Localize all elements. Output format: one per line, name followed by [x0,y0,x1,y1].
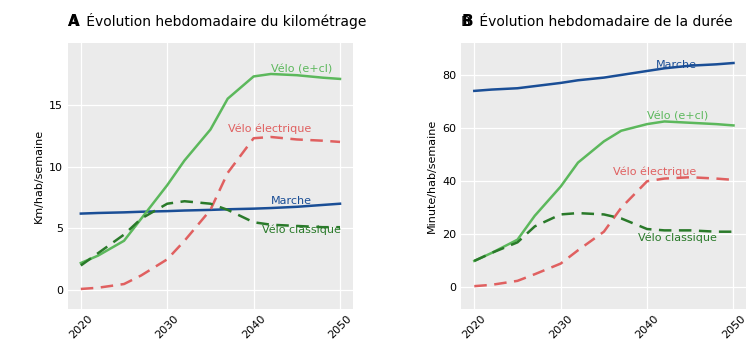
Text: Vélo classique: Vélo classique [262,225,341,236]
Text: Marche: Marche [271,196,312,206]
Y-axis label: Minute/hab/semaine: Minute/hab/semaine [427,119,437,233]
Text: B  Évolution hebdomadaire de la durée: B Évolution hebdomadaire de la durée [461,15,733,29]
Text: Vélo classique: Vélo classique [639,233,717,243]
Text: Vélo (e+cl): Vélo (e+cl) [647,112,708,122]
Text: Vélo électrique: Vélo électrique [612,166,696,177]
Text: B: B [461,14,473,29]
Text: Vélo (e+cl): Vélo (e+cl) [271,65,333,75]
Text: Vélo électrique: Vélo électrique [228,123,311,134]
Y-axis label: Km/hab/semaine: Km/hab/semaine [33,129,44,223]
Text: A: A [68,14,80,29]
Text: Marche: Marche [656,60,697,70]
Text: A  Évolution hebdomadaire du kilométrage: A Évolution hebdomadaire du kilométrage [68,13,366,29]
